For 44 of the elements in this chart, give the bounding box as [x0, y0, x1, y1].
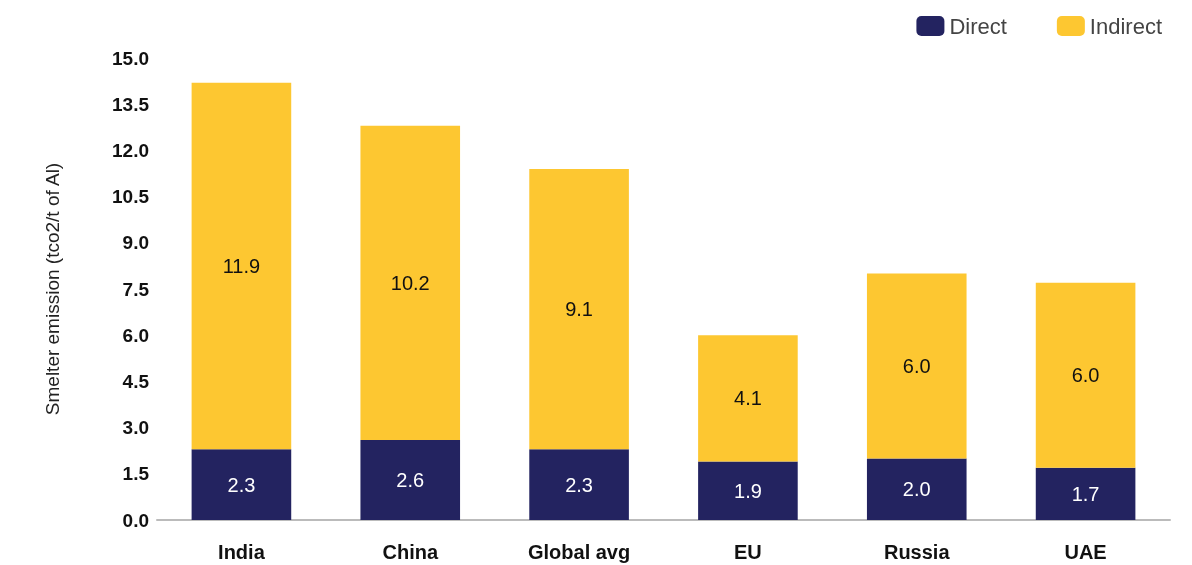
- legend-label: Indirect: [1089, 13, 1163, 39]
- x-tick-label: India: [218, 541, 266, 563]
- data-label: 2.3: [227, 473, 256, 496]
- data-label: 11.9: [222, 254, 261, 277]
- bar: [1035, 282, 1136, 468]
- y-tick-label: 12.0: [112, 139, 149, 161]
- bar: [360, 125, 461, 440]
- y-axis-title: Smelter emission (tco2/t of Al): [42, 162, 63, 416]
- data-label: 10.2: [390, 271, 430, 294]
- bar: [191, 82, 292, 450]
- bar: [698, 461, 798, 520]
- bar: [866, 458, 967, 520]
- x-tick-label: Global avg: [527, 541, 631, 563]
- bar: [360, 439, 461, 520]
- y-tick-label: 4.5: [122, 370, 150, 392]
- bar: [866, 273, 967, 459]
- y-tick-label: 13.5: [112, 93, 150, 115]
- data-label: 2.3: [565, 473, 593, 496]
- y-tick-label: 1.5: [122, 463, 150, 485]
- x-tick-label: UAE: [1064, 541, 1107, 563]
- bar: [191, 449, 292, 520]
- x-tick-label: China: [382, 541, 439, 563]
- y-tick-label: 3.0: [122, 417, 149, 439]
- data-label: 1.9: [734, 479, 762, 502]
- data-label: 6.0: [1071, 364, 1100, 387]
- y-tick-label: 15.0: [112, 47, 149, 69]
- y-tick-label: 10.5: [112, 186, 150, 208]
- y-tick-label: 6.0: [122, 324, 149, 346]
- y-tick-label: 7.5: [122, 278, 150, 300]
- data-label: 2.0: [902, 478, 931, 501]
- legend-label: Direct: [949, 13, 1007, 39]
- bar: [529, 449, 629, 520]
- bar: [529, 168, 629, 450]
- y-tick-label: 9.0: [122, 232, 149, 254]
- y-tick-label: 0.0: [122, 509, 149, 531]
- bar: [698, 335, 798, 462]
- x-tick-label: Russia: [883, 541, 951, 563]
- bar: [1035, 467, 1136, 520]
- x-tick-label: EU: [734, 541, 762, 563]
- data-label: 9.1: [565, 298, 593, 321]
- data-label: 4.1: [734, 387, 762, 410]
- data-label: 6.0: [902, 355, 931, 377]
- data-label: 1.7: [1071, 482, 1100, 505]
- data-label: 2.6: [396, 468, 425, 491]
